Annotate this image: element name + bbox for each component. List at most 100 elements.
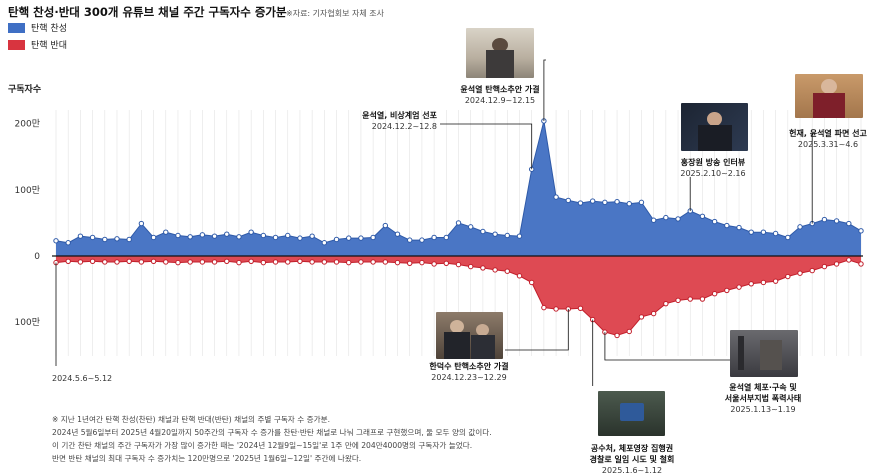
data-point-pro — [285, 232, 291, 239]
data-point-con — [102, 259, 108, 265]
data-point-con — [455, 261, 462, 268]
data-point-pro — [492, 231, 498, 237]
data-point-con — [333, 259, 340, 265]
data-point-pro — [407, 237, 413, 243]
annotation-date: 2024.12.2~12.8 — [372, 122, 437, 131]
legend-label-con: 탄핵 반대 — [31, 41, 67, 51]
legend-item-con: 탄핵 반대 — [8, 38, 67, 51]
annotation-title: 한덕수 탄핵소추안 가결 — [429, 361, 508, 371]
data-point-con — [138, 259, 145, 265]
data-point-pro — [431, 234, 437, 241]
annotation-title: 경찰로 일임 시도 및 철회 — [590, 454, 675, 464]
annotation-title: 서울서부지법 폭력사태 — [725, 393, 801, 403]
data-point-pro — [175, 232, 181, 239]
data-point-pro — [382, 222, 389, 229]
data-point-pro — [260, 232, 267, 239]
data-point-pro — [675, 216, 681, 222]
data-point-pro — [626, 201, 632, 207]
chart-title: 탄핵 찬성·반대 300개 유튜브 채널 주간 구독자수 증가분 — [8, 5, 287, 19]
data-point-pro — [163, 229, 169, 235]
data-point-pro — [833, 218, 840, 224]
data-point-pro — [565, 197, 571, 204]
data-point-con — [467, 263, 474, 270]
data-point-pro — [65, 240, 71, 246]
data-point-con — [431, 261, 437, 267]
y-tick-label: 100만 — [15, 317, 40, 328]
photo-court-ruling — [795, 74, 863, 118]
data-point-pro — [785, 234, 791, 241]
data-point-con — [687, 296, 693, 302]
data-point-pro — [858, 228, 864, 234]
data-point-pro — [650, 217, 657, 223]
data-point-con — [394, 259, 401, 266]
annotation-date: 2025.3.31~4.6 — [798, 140, 858, 149]
data-point-con — [626, 328, 632, 335]
data-point-pro — [53, 238, 59, 244]
annotation-leader — [505, 309, 569, 351]
data-point-pro — [602, 199, 608, 206]
data-point-pro — [89, 234, 96, 241]
data-point-pro — [150, 234, 157, 241]
annotation-leader — [440, 123, 533, 170]
photo-cio-warrant — [598, 391, 665, 436]
data-point-pro — [394, 231, 401, 237]
data-point-pro — [455, 220, 462, 226]
footnote-line: 반면 반탄 채널의 최대 구독자 수 증가치는 120만명으로 '2025년 1… — [52, 454, 362, 463]
data-point-pro — [724, 222, 730, 229]
data-point-con — [541, 304, 547, 311]
data-point-con — [175, 259, 181, 266]
data-point-pro — [443, 234, 450, 241]
data-point-pro — [358, 235, 364, 241]
data-point-pro — [638, 199, 645, 206]
data-point-pro — [760, 229, 767, 235]
data-point-con — [187, 259, 193, 265]
data-point-con — [516, 273, 523, 279]
data-point-con — [89, 258, 96, 264]
data-point-con — [419, 259, 425, 266]
y-tick-label: 200만 — [15, 119, 40, 130]
data-point-con — [297, 258, 303, 264]
annotation-leader — [543, 59, 546, 121]
data-point-con — [833, 261, 840, 267]
data-point-con — [772, 278, 779, 284]
annotation-date: 2025.2.10~2.16 — [680, 169, 745, 178]
annotation-title: 윤석열 체포·구속 및 — [729, 382, 797, 392]
data-point-con — [638, 314, 645, 320]
data-point-pro — [102, 236, 108, 243]
data-point-con — [382, 259, 389, 265]
annotation-date: 2025.1.13~1.19 — [730, 405, 795, 414]
series-area-con — [56, 256, 861, 336]
data-point-con — [528, 279, 535, 286]
data-point-con — [224, 258, 230, 264]
data-point-con — [809, 267, 815, 274]
legend-swatch-con — [8, 39, 25, 50]
source-note: ※자료: 기자협회보 자체 조사 — [286, 9, 384, 18]
data-point-con — [504, 268, 510, 274]
data-point-pro — [272, 234, 279, 241]
data-point-pro — [346, 235, 352, 241]
data-point-pro — [126, 236, 132, 243]
data-point-con — [821, 263, 828, 270]
data-point-con — [675, 297, 681, 304]
data-point-con — [748, 281, 754, 287]
data-point-con — [577, 305, 584, 311]
data-point-pro — [748, 229, 754, 235]
data-point-con — [285, 259, 291, 265]
data-point-pro — [846, 220, 852, 227]
data-point-pro — [211, 233, 218, 239]
data-point-pro — [797, 224, 803, 230]
data-point-con — [370, 259, 376, 265]
annotation-title: 헌재, 윤석열 파면 선고 — [789, 128, 867, 138]
data-point-con — [114, 259, 120, 265]
photo-arrest-riot — [730, 330, 798, 377]
data-point-con — [553, 306, 559, 312]
data-point-con — [346, 259, 352, 266]
data-point-pro — [321, 240, 328, 246]
data-point-con — [736, 284, 742, 290]
data-point-pro — [370, 234, 376, 241]
data-point-con — [724, 287, 730, 294]
data-point-con — [480, 265, 486, 271]
data-point-con — [77, 259, 84, 265]
data-point-pro — [77, 233, 84, 239]
data-point-pro — [577, 200, 584, 206]
